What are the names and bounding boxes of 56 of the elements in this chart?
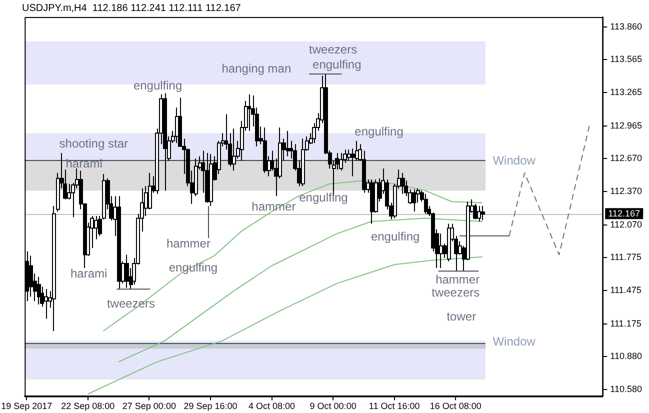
annotation: hammer [166, 236, 210, 250]
candlestick [347, 149, 351, 162]
y-tick-label: 113.860 [610, 21, 642, 32]
candlestick [473, 203, 477, 220]
y-tick-label: 112.965 [610, 120, 642, 130]
x-tick-label: 11 Oct 16:00 [368, 401, 420, 412]
y-tick-label: 111.175 [610, 318, 642, 328]
candlestick [439, 233, 443, 268]
annotation: hammer [436, 272, 480, 286]
x-tick-label: 16 Oct 08:00 [430, 401, 482, 412]
y-tick-label: 112.370 [610, 186, 642, 196]
candlestick [44, 288, 48, 320]
chart-title: USDJPY.m,H4 112.186 112.241 112.111 112.167 [22, 2, 242, 14]
y-tick-label: 112.670 [610, 152, 642, 163]
annotation: tweezers [432, 285, 480, 300]
candlestick [412, 188, 416, 212]
annotation: shooting star [59, 136, 128, 150]
candlestick [29, 255, 33, 298]
candlestick [481, 205, 485, 221]
candlestick [232, 128, 236, 172]
y-tick-label: 111.775 [610, 252, 642, 262]
candlestick [401, 172, 405, 194]
candlestick [477, 206, 481, 222]
x-tick-label: 27 Sep 00:00 [122, 401, 176, 412]
annotation: engulfing [370, 229, 420, 244]
candlestick [37, 276, 41, 305]
candlestick [247, 94, 251, 132]
y-tick-label: 110.580 [610, 384, 642, 394]
candlestick [94, 215, 98, 240]
candlestick [67, 183, 71, 200]
candlestick [125, 254, 129, 288]
y-tick-label: 112.070 [610, 219, 642, 230]
x-tick-label: 9 Oct 00:00 [310, 401, 356, 412]
annotation: hanging man [222, 61, 292, 76]
annotation: harami [70, 266, 108, 280]
x-tick-label: 29 Sep 16:00 [184, 401, 238, 412]
candlestick [424, 193, 428, 214]
x-tick-label: 4 Oct 08:00 [248, 401, 296, 412]
annotation: Window [492, 153, 536, 168]
annotation: engulfing [299, 190, 348, 204]
annotation: engulfing [354, 124, 404, 138]
annotation: engulfing [133, 78, 182, 92]
y-tick-label: 110.880 [610, 350, 642, 361]
candlestick [351, 148, 355, 177]
annotation: tower [446, 309, 476, 324]
candlestick [148, 172, 152, 210]
ref-line-label: 112.167 [608, 208, 640, 219]
annotation: Window [492, 334, 536, 348]
y-tick-label: 111.475 [610, 285, 642, 296]
candlestick [339, 152, 343, 172]
y-tick-label: 113.265 [610, 87, 642, 98]
annotation: tweezers [309, 42, 358, 56]
x-tick-label: 19 Sep 2017 [1, 401, 52, 412]
y-tick-label: 113.565 [610, 54, 642, 64]
annotation: engulfing [312, 57, 362, 72]
x-tick-label: 22 Sep 08:00 [61, 401, 115, 412]
